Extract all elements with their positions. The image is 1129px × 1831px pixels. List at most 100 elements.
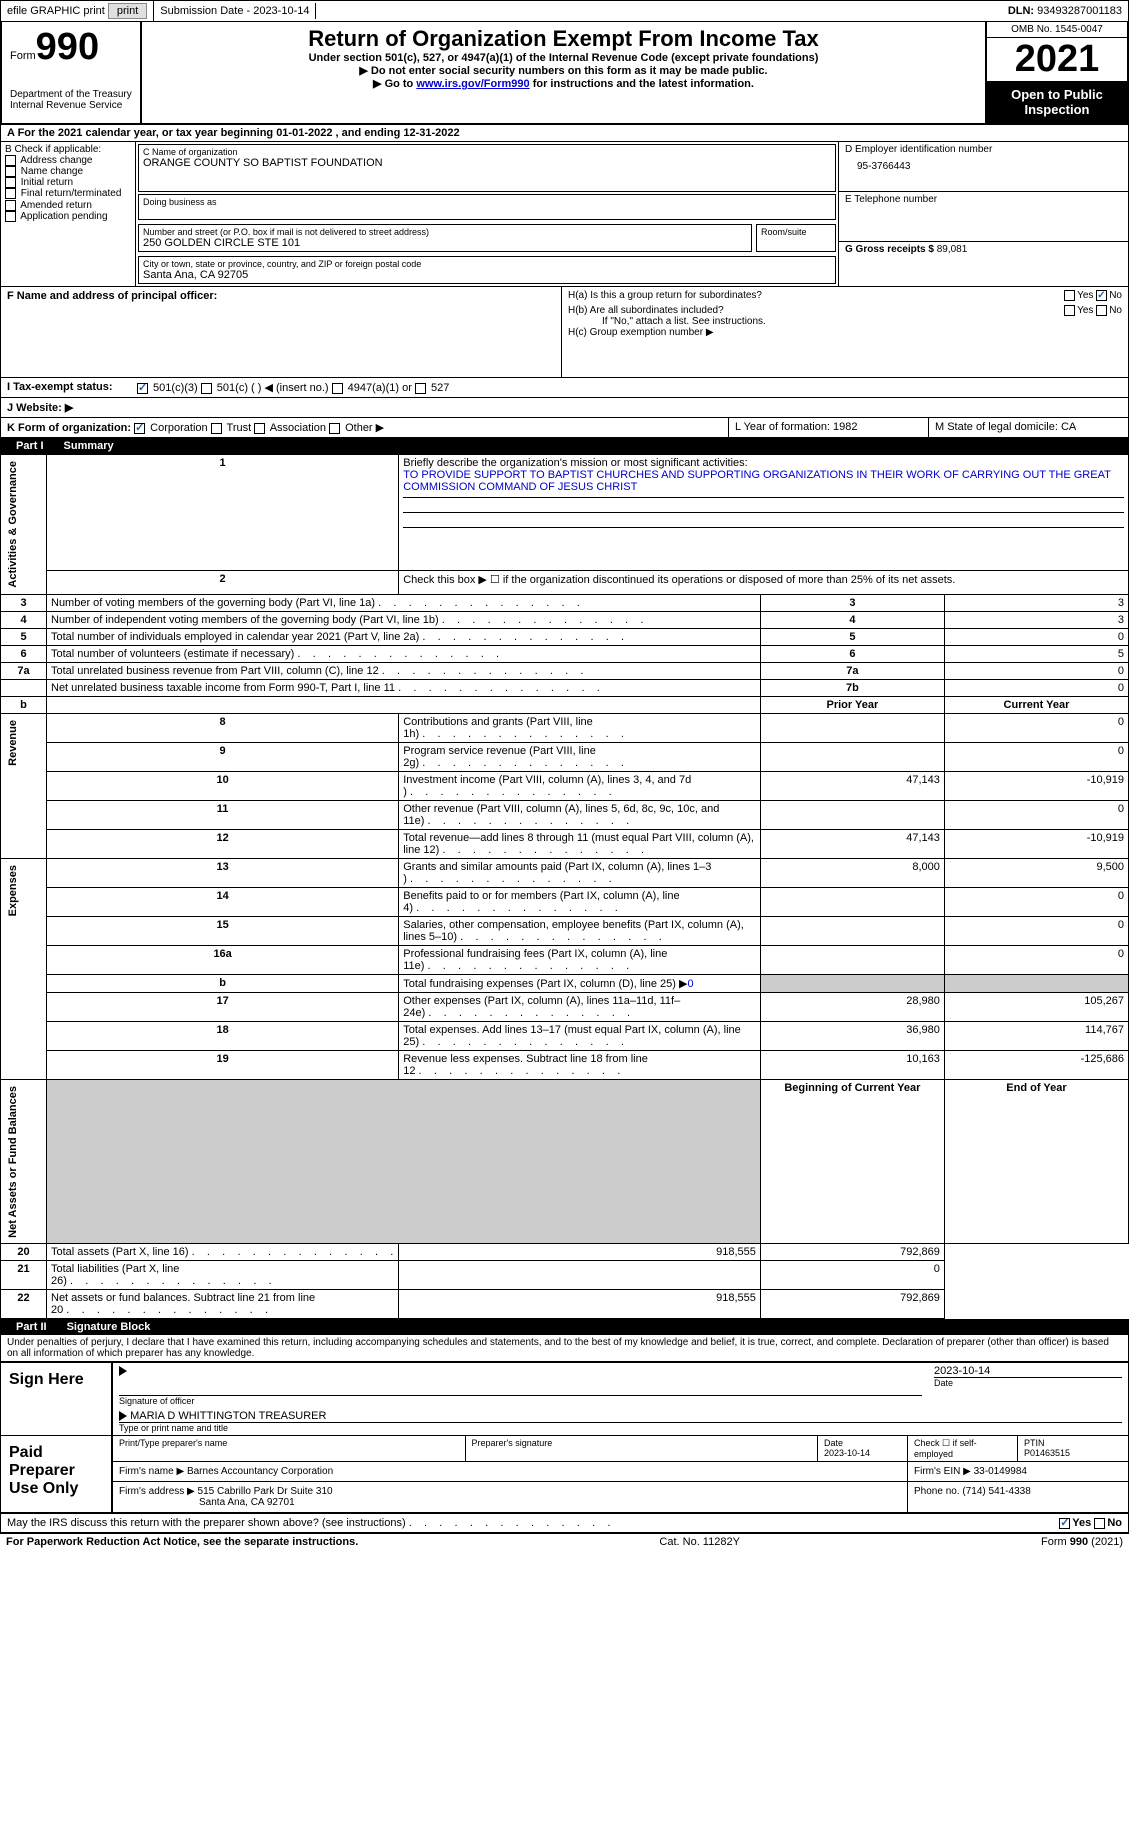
date-label: Date (934, 1377, 1122, 1388)
signature-block: Sign Here Signature of officer 2023-10-1… (0, 1362, 1129, 1514)
ptin-label: PTIN (1024, 1438, 1045, 1448)
irs-label: Internal Revenue Service (10, 100, 132, 111)
check-self: Check ☐ if self-employed (908, 1436, 1018, 1461)
te-checkbox[interactable] (201, 383, 212, 394)
city-label: City or town, state or province, country… (143, 259, 831, 269)
te-checkbox[interactable] (137, 383, 148, 394)
ha-no-checkbox[interactable] (1096, 290, 1107, 301)
ha-yes-checkbox[interactable] (1064, 290, 1075, 301)
goto-pre: ▶ Go to (373, 78, 416, 90)
firm-name: Barnes Accountancy Corporation (187, 1466, 333, 1477)
top-bar: efile GRAPHIC print print Submission Dat… (0, 0, 1129, 22)
firm-addr-label: Firm's address ▶ (119, 1486, 195, 1497)
footer-right: Form 990 (2021) (1041, 1536, 1123, 1548)
org-name: ORANGE COUNTY SO BAPTIST FOUNDATION (143, 157, 831, 169)
part2-title: Signature Block (55, 1321, 151, 1333)
checkbox-opt[interactable]: Name change (5, 166, 131, 177)
paid-preparer-label: Paid Preparer Use Only (1, 1436, 111, 1512)
checkbox-opt[interactable]: Address change (5, 155, 131, 166)
website-label: J Website: ▶ (7, 402, 73, 414)
phone-label: Phone no. (914, 1486, 960, 1497)
discuss-no-checkbox[interactable] (1094, 1518, 1105, 1529)
col-hdr (47, 696, 761, 713)
dept-treasury: Department of the Treasury (10, 89, 132, 100)
yes-label2: Yes (1077, 305, 1093, 316)
hb-yes-checkbox[interactable] (1064, 305, 1075, 316)
room-label: Room/suite (761, 227, 831, 237)
form-header: Form990 Department of the Treasury Inter… (0, 22, 1129, 125)
beg-year-hdr: Beginning of Current Year (760, 1079, 944, 1244)
checkbox-opt[interactable]: Initial return (5, 177, 131, 188)
prior-year-hdr: Prior Year (760, 696, 944, 713)
firm-ein: 33-0149984 (974, 1466, 1027, 1477)
discuss-yes-checkbox[interactable] (1059, 1518, 1070, 1529)
omb-number: OMB No. 1545-0047 (987, 22, 1127, 38)
ein-label: D Employer identification number (845, 144, 1122, 155)
yes-label3: Yes (1072, 1517, 1091, 1529)
arrow-icon (119, 1366, 127, 1376)
k-checkbox[interactable] (211, 423, 222, 434)
form-title: Return of Organization Exempt From Incom… (146, 26, 981, 52)
open-inspection: Open to Public Inspection (987, 81, 1127, 123)
irs-link[interactable]: www.irs.gov/Form990 (416, 78, 529, 90)
subtitle-1: Under section 501(c), 527, or 4947(a)(1)… (146, 52, 981, 64)
arrow-icon2 (119, 1411, 127, 1421)
type-name-label: Type or print name and title (119, 1422, 1122, 1433)
sig-officer-label: Signature of officer (119, 1395, 922, 1406)
section-bcd: B Check if applicable: Address change Na… (0, 142, 1129, 287)
k-checkbox[interactable] (329, 423, 340, 434)
form-label: Form (10, 50, 36, 62)
ein-value: 95-3766443 (845, 155, 1122, 178)
page-footer: For Paperwork Reduction Act Notice, see … (0, 1533, 1129, 1550)
no-label3: No (1107, 1517, 1122, 1529)
side-activities: Activities & Governance (5, 457, 21, 592)
section-fh: F Name and address of principal officer:… (0, 287, 1129, 378)
firm-addr: 515 Cabrillo Park Dr Suite 310 (198, 1486, 333, 1497)
part1-title: Summary (52, 440, 114, 452)
summary-table: Activities & Governance 1 Briefly descri… (0, 454, 1129, 1319)
year-formation: L Year of formation: 1982 (728, 418, 928, 437)
checkbox-opt[interactable]: Application pending (5, 211, 131, 222)
curr-year-hdr: Current Year (944, 696, 1128, 713)
yes-label: Yes (1077, 290, 1093, 301)
firm-name-label: Firm's name ▶ (119, 1466, 184, 1477)
phone-value: (714) 541-4338 (962, 1486, 1030, 1497)
sign-here-label: Sign Here (1, 1363, 111, 1435)
gross-value: 89,081 (937, 244, 968, 255)
te-checkbox[interactable] (415, 383, 426, 394)
hb-note: If "No," attach a list. See instructions… (568, 316, 1122, 327)
footer-left: For Paperwork Reduction Act Notice, see … (6, 1536, 358, 1548)
dln-value: 93493287001183 (1037, 5, 1122, 17)
q2-text: Check this box ▶ ☐ if the organization d… (399, 571, 1129, 594)
sig-date: 2023-10-14 (934, 1365, 990, 1377)
row-i-tax-exempt: I Tax-exempt status: 501(c)(3) 501(c) ( … (0, 378, 1129, 398)
k-checkbox[interactable] (254, 423, 265, 434)
city-value: Santa Ana, CA 92705 (143, 269, 831, 281)
k-checkbox[interactable] (134, 423, 145, 434)
te-checkbox[interactable] (332, 383, 343, 394)
row-a-period: A For the 2021 calendar year, or tax yea… (0, 125, 1129, 142)
firm-city: Santa Ana, CA 92701 (119, 1497, 295, 1508)
gross-label: G Gross receipts $ (845, 244, 934, 255)
checkbox-opt[interactable]: Final return/terminated (5, 188, 131, 199)
footer-mid: Cat. No. 11282Y (659, 1536, 740, 1548)
ha-label: H(a) Is this a group return for subordin… (568, 290, 762, 301)
part1-header: Part I Summary (0, 438, 1129, 454)
prep-sig-label: Preparer's signature (466, 1436, 819, 1461)
section-b-label: B Check if applicable: (5, 144, 131, 155)
checkbox-opt[interactable]: Amended return (5, 200, 131, 211)
hb-no-checkbox[interactable] (1096, 305, 1107, 316)
part2-header: Part II Signature Block (0, 1319, 1129, 1335)
form-org-label: K Form of organization: (7, 422, 131, 434)
no-label2: No (1109, 305, 1122, 316)
dba-label: Doing business as (143, 197, 831, 207)
efile-label: efile GRAPHIC print (7, 5, 105, 17)
firm-ein-label: Firm's EIN ▶ (914, 1466, 971, 1477)
mission-label: Briefly describe the organization's miss… (403, 457, 747, 469)
print-button[interactable]: print (108, 3, 147, 19)
row-j-website: J Website: ▶ (0, 398, 1129, 418)
mission-text: TO PROVIDE SUPPORT TO BAPTIST CHURCHES A… (403, 469, 1110, 493)
ptin-value: P01463515 (1024, 1448, 1070, 1458)
form-number: 990 (36, 26, 99, 68)
tax-year: 2021 (987, 38, 1127, 81)
